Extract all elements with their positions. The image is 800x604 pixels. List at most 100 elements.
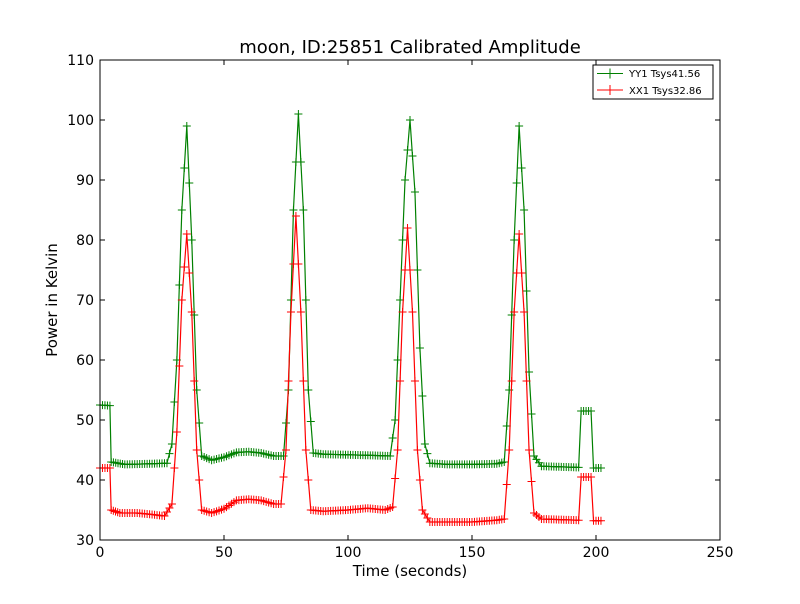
data-point-marker bbox=[296, 158, 305, 166]
x-tick-label: 150 bbox=[459, 545, 486, 561]
x-axis-label: Time (seconds) bbox=[352, 562, 468, 580]
data-point-marker bbox=[391, 416, 400, 424]
data-point-marker bbox=[180, 164, 189, 172]
data-point-marker bbox=[587, 473, 596, 481]
data-point-marker bbox=[301, 296, 310, 304]
data-point-marker bbox=[403, 146, 412, 154]
data-point-marker bbox=[587, 407, 596, 415]
data-point-marker bbox=[282, 419, 290, 427]
data-point-marker bbox=[177, 206, 186, 214]
data-point-marker bbox=[522, 287, 531, 295]
legend-entry-yy1: YY1 Tsys41.56 bbox=[597, 68, 700, 80]
data-point-marker bbox=[388, 503, 397, 511]
data-point-marker bbox=[172, 428, 181, 436]
data-point-marker bbox=[299, 206, 308, 214]
data-point-marker bbox=[175, 281, 184, 289]
data-point-marker bbox=[185, 179, 194, 187]
legend-box bbox=[592, 64, 714, 100]
series-1 bbox=[96, 110, 605, 472]
legend-label-xx1: XX1 Tsys32.86 bbox=[629, 86, 702, 97]
data-point-marker bbox=[500, 458, 509, 466]
data-point-marker bbox=[182, 122, 191, 130]
data-point-marker bbox=[282, 446, 290, 454]
y-tick-label: 90 bbox=[76, 173, 94, 189]
x-axis: 0 50 100 150 200 250 bbox=[96, 60, 734, 561]
data-point-marker bbox=[398, 236, 407, 244]
data-point-marker bbox=[393, 446, 402, 454]
data-point-marker bbox=[520, 206, 529, 214]
legend-label-yy1: YY1 Tsys41.56 bbox=[628, 69, 700, 80]
data-point-marker bbox=[277, 500, 286, 508]
data-point-marker bbox=[596, 516, 605, 525]
data-point-marker bbox=[105, 401, 114, 410]
data-point-marker bbox=[520, 308, 529, 316]
data-point-marker bbox=[294, 110, 303, 118]
data-point-marker bbox=[175, 362, 184, 370]
data-point-marker bbox=[403, 224, 412, 232]
x-tick-label: 0 bbox=[96, 545, 105, 561]
data-point-marker bbox=[502, 422, 511, 430]
data-point-marker bbox=[177, 296, 186, 304]
x-tick-label: 250 bbox=[707, 545, 734, 561]
data-point-marker bbox=[406, 266, 414, 274]
data-point-marker bbox=[386, 452, 395, 460]
y-tick-label: 40 bbox=[76, 473, 94, 489]
data-point-marker bbox=[418, 392, 427, 400]
data-point-marker bbox=[306, 417, 315, 426]
data-point-marker bbox=[301, 446, 310, 454]
data-point-marker bbox=[423, 449, 432, 458]
data-point-marker bbox=[167, 500, 176, 508]
data-point-marker bbox=[296, 308, 305, 316]
data-point-marker bbox=[299, 377, 308, 385]
data-point-marker bbox=[420, 440, 429, 448]
y-tick-label: 100 bbox=[67, 113, 94, 129]
x-tick-label: 200 bbox=[583, 545, 610, 561]
data-point-marker bbox=[527, 477, 536, 486]
data-point-marker bbox=[286, 308, 295, 316]
data-point-marker bbox=[413, 446, 422, 454]
data-point-marker bbox=[574, 516, 583, 525]
plot-series bbox=[96, 110, 605, 526]
data-point-marker bbox=[304, 386, 313, 394]
data-point-marker bbox=[517, 269, 526, 277]
y-tick-label: 50 bbox=[76, 413, 94, 429]
data-point-marker bbox=[391, 474, 400, 483]
series-2 bbox=[96, 212, 605, 526]
data-point-marker bbox=[525, 446, 534, 454]
data-point-marker bbox=[415, 344, 424, 352]
y-axis: 30 40 50 60 70 80 90 100 110 bbox=[67, 53, 720, 549]
data-point-marker bbox=[195, 419, 204, 427]
y-tick-label: 60 bbox=[76, 353, 94, 369]
data-point-marker bbox=[279, 452, 288, 460]
data-point-marker bbox=[187, 308, 196, 316]
data-point-marker bbox=[192, 446, 201, 454]
data-point-marker bbox=[408, 152, 417, 160]
data-point-marker bbox=[396, 377, 405, 385]
data-point-marker bbox=[170, 398, 179, 406]
data-point-marker bbox=[190, 377, 199, 385]
data-point-marker bbox=[185, 269, 194, 277]
data-point-marker bbox=[289, 206, 298, 214]
data-point-marker bbox=[408, 308, 417, 316]
data-point-marker bbox=[527, 410, 536, 418]
data-point-marker bbox=[512, 179, 521, 187]
data-point-marker bbox=[170, 464, 179, 472]
data-point-marker bbox=[510, 308, 519, 316]
data-point-marker bbox=[398, 308, 407, 316]
chart-title: moon, ID:25851 Calibrated Amplitude bbox=[239, 37, 581, 58]
data-point-marker bbox=[284, 377, 293, 385]
data-point-marker bbox=[291, 212, 300, 220]
legend-marker-xx1 bbox=[605, 85, 615, 95]
data-point-marker bbox=[413, 266, 422, 274]
legend: YY1 Tsys41.56 XX1 Tsys32.86 bbox=[592, 64, 714, 100]
data-point-marker bbox=[500, 515, 509, 523]
data-point-marker bbox=[415, 476, 424, 484]
x-tick-label: 100 bbox=[335, 545, 362, 561]
y-tick-label: 30 bbox=[76, 533, 94, 549]
data-point-marker bbox=[515, 230, 524, 238]
data-point-marker bbox=[294, 260, 303, 268]
y-tick-label: 80 bbox=[76, 233, 94, 249]
data-point-marker bbox=[388, 434, 397, 442]
data-point-marker bbox=[401, 176, 410, 184]
